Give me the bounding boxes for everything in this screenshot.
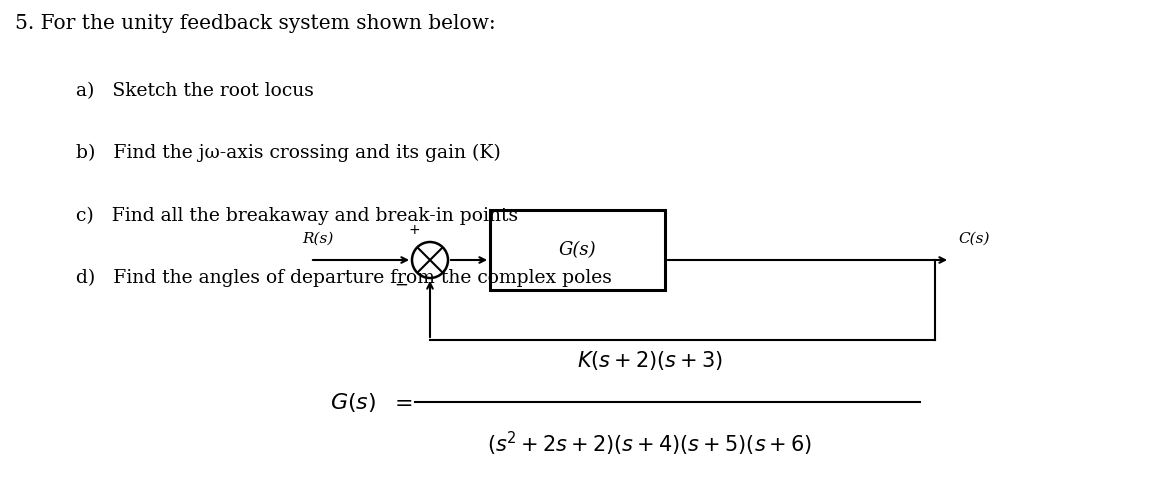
Text: $G(s)$: $G(s)$ xyxy=(330,391,376,413)
Text: +: + xyxy=(408,223,420,237)
Text: G(s): G(s) xyxy=(559,241,596,259)
Text: $=$: $=$ xyxy=(390,391,413,413)
Bar xyxy=(490,210,665,290)
Text: d)   Find the angles of departure from the complex poles: d) Find the angles of departure from the… xyxy=(76,269,612,287)
Text: 5. For the unity feedback system shown below:: 5. For the unity feedback system shown b… xyxy=(15,14,496,34)
Text: $K(s+2)(s+3)$: $K(s+2)(s+3)$ xyxy=(576,349,724,372)
Text: b)   Find the jω-axis crossing and its gain (K): b) Find the jω-axis crossing and its gai… xyxy=(76,144,501,162)
Text: −: − xyxy=(394,276,408,294)
Text: R(s): R(s) xyxy=(302,232,334,246)
Text: $(s^2+2s+2)(s+4)(s+5)(s+6)$: $(s^2+2s+2)(s+4)(s+5)(s+6)$ xyxy=(488,430,812,458)
Text: C(s): C(s) xyxy=(958,232,990,246)
Text: a)   Sketch the root locus: a) Sketch the root locus xyxy=(76,82,314,100)
Text: c)   Find all the breakaway and break-in points: c) Find all the breakaway and break-in p… xyxy=(76,206,518,225)
